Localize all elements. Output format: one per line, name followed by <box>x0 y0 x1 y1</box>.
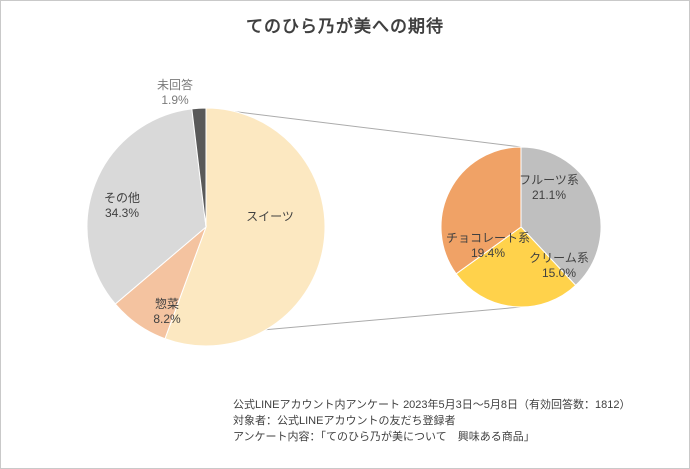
pie-label-fruit-name: フルーツ系 <box>519 173 579 187</box>
pie-label-sozai-pct: 8.2% <box>153 312 181 326</box>
pie-label-chocolate-name: チョコレート系 <box>445 231 531 245</box>
footer-notes: 公式LINEアカウント内アンケート 2023年5月3日～5月8日（有効回答数：1… <box>233 397 630 445</box>
pie-label-cream-name: クリーム系 <box>529 251 589 265</box>
pie-slice-no-answer <box>191 107 207 228</box>
pie-label-other-name: その他 <box>103 191 141 205</box>
footer-note-line2: 対象者：公式LINEアカウントの友だち登録者 <box>233 415 456 427</box>
pie-label-sozai: 惣菜 8.2% <box>153 297 180 327</box>
pie-label-fruit: フルーツ系 21.1% <box>519 173 579 203</box>
pie-label-chocolate: チョコレート系 19.4% <box>446 231 530 261</box>
pie-slice-cream <box>455 226 577 308</box>
pie-label-no-answer: 未回答 1.9% <box>157 78 193 108</box>
pie-slice-fruit <box>520 146 602 287</box>
footer-note-line3: アンケート内容：「てのひら乃が美について 興味ある商品」 <box>233 431 535 443</box>
pie-label-other-pct: 34.3% <box>104 206 140 220</box>
pie-slice-chocolate <box>440 146 522 275</box>
pie-label-sweets-name: スイーツ <box>246 209 294 224</box>
pie-label-cream-pct: 15.0% <box>541 266 577 280</box>
pie-slice-other <box>86 108 207 305</box>
pie-label-sweets: スイーツ <box>246 210 294 225</box>
footer-note-line1: 公式LINEアカウント内アンケート 2023年5月3日～5月8日（有効回答数：1… <box>233 399 631 411</box>
pie-label-cream: クリーム系 15.0% <box>529 251 589 281</box>
chart-title: てのひら乃が美への期待 <box>246 17 444 36</box>
pie-label-no-answer-pct: 1.9% <box>161 93 189 107</box>
pie-label-sozai-name: 惣菜 <box>154 297 180 311</box>
pie-label-no-answer-name: 未回答 <box>156 78 194 92</box>
pie-label-fruit-pct: 21.1% <box>531 188 567 202</box>
pie-label-other: その他 34.3% <box>104 191 140 221</box>
pie-slice-sweets <box>164 107 326 347</box>
connector-line <box>205 107 522 148</box>
pie-label-chocolate-pct: 19.4% <box>470 246 506 260</box>
